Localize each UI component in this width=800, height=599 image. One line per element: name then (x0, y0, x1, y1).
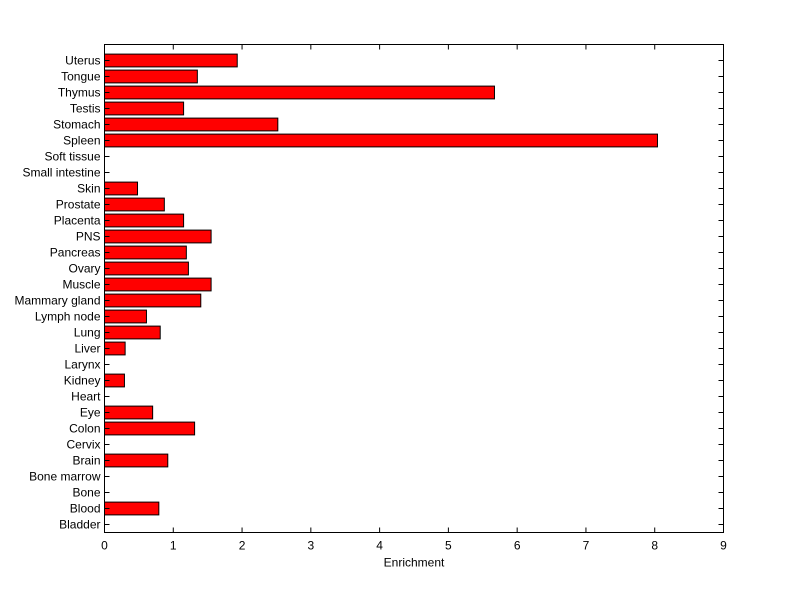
y-tick-label: Cervix (66, 438, 100, 452)
y-tick-label: Tongue (61, 70, 101, 84)
y-tick-label: Liver (74, 342, 100, 356)
y-tick-label: Ovary (68, 262, 100, 276)
y-tick-label: Blood (70, 502, 101, 516)
y-tick-label: Bladder (59, 518, 100, 532)
y-tick-label: Eye (80, 406, 101, 420)
bar-pancreas (104, 245, 187, 260)
bar-stomach (104, 117, 279, 132)
bar-tongue (104, 69, 198, 84)
bar-brain (104, 453, 169, 468)
y-tick-label: Prostate (56, 198, 101, 212)
y-tick-label: Small intestine (22, 166, 100, 180)
x-tick-label: 0 (101, 539, 108, 553)
y-tick-label: Muscle (62, 278, 100, 292)
y-tick-label: Testis (70, 102, 101, 116)
bar-uterus (104, 53, 238, 68)
bar-spleen (104, 133, 658, 148)
bar-prostate (104, 197, 165, 212)
y-tick-label: PNS (76, 230, 101, 244)
x-tick-label: 4 (376, 539, 383, 553)
y-tick-label: Pancreas (50, 246, 101, 260)
bar-thymus (104, 85, 495, 100)
y-tick-label: Lung (74, 326, 101, 340)
x-tick-label: 2 (239, 539, 246, 553)
y-tick-label: Skin (77, 182, 100, 196)
y-tick-label: Soft tissue (44, 150, 100, 164)
bar-eye (104, 405, 154, 420)
y-tick-label: Bone marrow (29, 470, 101, 484)
y-tick-label: Colon (69, 422, 100, 436)
x-axis-title: Enrichment (384, 556, 445, 570)
bar-testis (104, 101, 185, 116)
bar-placenta (104, 213, 185, 228)
bar-ovary (104, 261, 189, 276)
y-tick-label: Kidney (64, 374, 101, 388)
bar-muscle (104, 277, 212, 292)
y-tick-label: Mammary gland (14, 294, 100, 308)
x-tick-label: 7 (583, 539, 590, 553)
labels-group: Uterus Tongue Thymus Testis Stomach Spleen Sof… (14, 54, 727, 553)
bars-group (104, 53, 658, 516)
x-tick-label: 5 (445, 539, 452, 553)
y-tick-label: Stomach (53, 118, 100, 132)
bar-lymph-node (104, 309, 147, 324)
y-tick-label: Uterus (65, 54, 100, 68)
y-tick-label: Heart (71, 390, 101, 404)
x-tick-label: 3 (307, 539, 314, 553)
x-tick-label: 1 (170, 539, 177, 553)
y-tick-label: Brain (72, 454, 100, 468)
plot-frame (104, 44, 724, 533)
bar-blood (104, 501, 160, 516)
bar-mammary-gland (104, 293, 202, 308)
x-tick-label: 6 (514, 539, 521, 553)
y-tick-label: Spleen (63, 134, 100, 148)
y-tick-label: Placenta (54, 214, 101, 228)
ticks-group (104, 44, 724, 533)
y-tick-label: Thymus (58, 86, 101, 100)
y-tick-label: Larynx (64, 358, 100, 372)
x-tick-label: 8 (651, 539, 658, 553)
bar-colon (104, 421, 196, 436)
y-tick-label: Lymph node (35, 310, 101, 324)
bar-lung (104, 325, 161, 340)
x-tick-label: 9 (720, 539, 727, 553)
bar-pns (104, 229, 212, 244)
y-tick-label: Bone (72, 486, 100, 500)
